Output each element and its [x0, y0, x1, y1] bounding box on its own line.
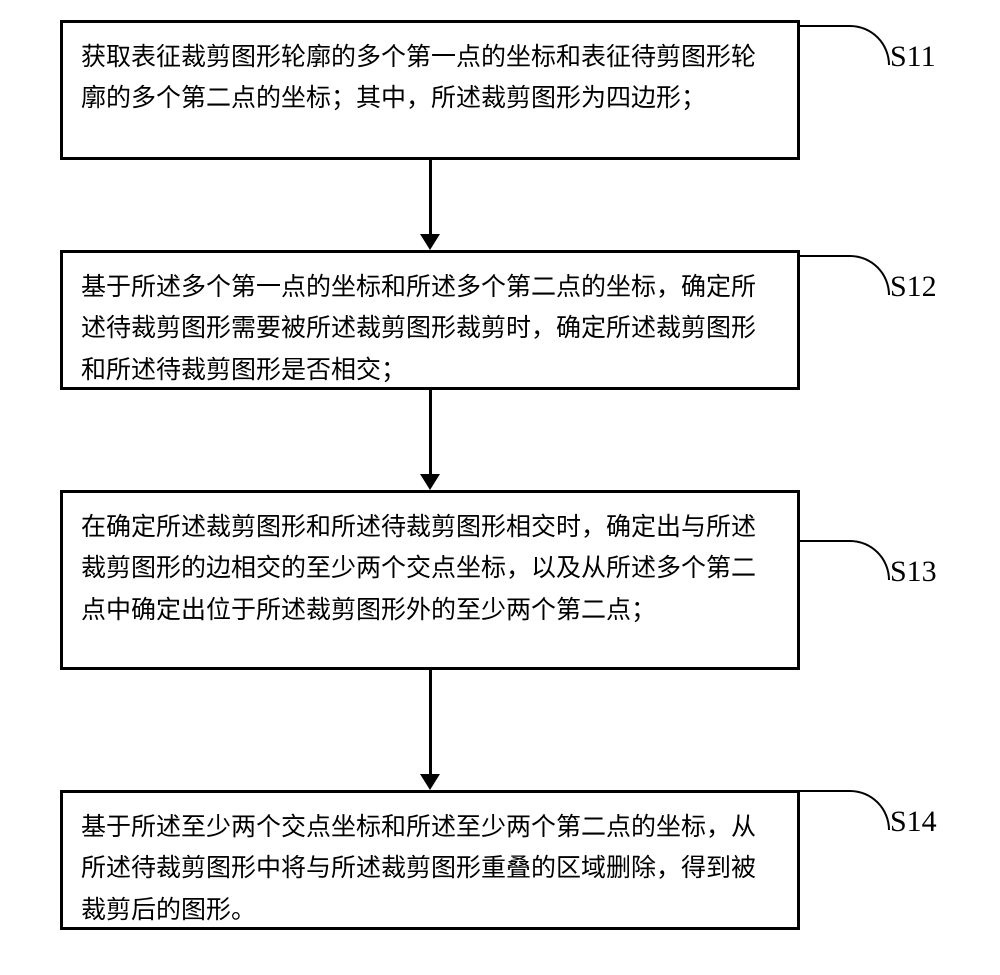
step-box-s13: 在确定所述裁剪图形和所述待裁剪图形相交时，确定出与所述裁剪图形的边相交的至少两个…	[60, 490, 800, 670]
step-box-s11: 获取表征裁剪图形轮廓的多个第一点的坐标和表征待剪图形轮廓的多个第二点的坐标；其中…	[60, 20, 800, 160]
label-connector-s14	[800, 790, 890, 830]
step-label-s11: S11	[890, 40, 936, 74]
step-label-s12: S12	[890, 270, 937, 304]
connector-line-0	[429, 160, 432, 236]
connector-arrow-2	[420, 774, 440, 790]
step-text-s11: 获取表征裁剪图形轮廓的多个第一点的坐标和表征待剪图形轮廓的多个第二点的坐标；其中…	[81, 44, 756, 112]
step-box-s14: 基于所述至少两个交点坐标和所述至少两个第二点的坐标，从所述待裁剪图形中将与所述裁…	[60, 790, 800, 930]
step-label-s14: S14	[890, 805, 937, 839]
connector-line-2	[429, 670, 432, 776]
label-connector-s11	[800, 25, 890, 65]
connector-arrow-1	[420, 474, 440, 490]
flowchart-canvas: 获取表征裁剪图形轮廓的多个第一点的坐标和表征待剪图形轮廓的多个第二点的坐标；其中…	[0, 0, 1000, 975]
step-text-s13: 在确定所述裁剪图形和所述待裁剪图形相交时，确定出与所述裁剪图形的边相交的至少两个…	[81, 514, 756, 624]
label-connector-s13	[800, 540, 890, 580]
step-text-s12: 基于所述多个第一点的坐标和所述多个第二点的坐标，确定所述待裁剪图形需要被所述裁剪…	[81, 274, 756, 384]
step-label-s13: S13	[890, 555, 937, 589]
step-text-s14: 基于所述至少两个交点坐标和所述至少两个第二点的坐标，从所述待裁剪图形中将与所述裁…	[81, 814, 756, 924]
step-box-s12: 基于所述多个第一点的坐标和所述多个第二点的坐标，确定所述待裁剪图形需要被所述裁剪…	[60, 250, 800, 390]
connector-arrow-0	[420, 234, 440, 250]
label-connector-s12	[800, 255, 890, 295]
connector-line-1	[429, 390, 432, 476]
